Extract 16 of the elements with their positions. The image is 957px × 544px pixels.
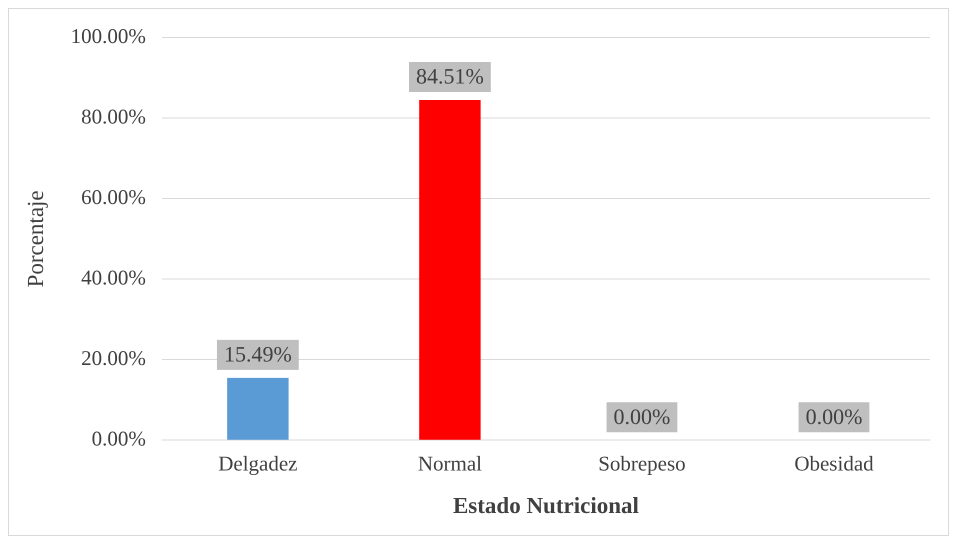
y-tick-label: 0.00%: [92, 426, 146, 451]
y-axis-title: Porcentaje: [22, 190, 48, 288]
data-label: 84.51%: [416, 64, 484, 89]
data-label: 0.00%: [614, 404, 670, 429]
x-tick-label: Sobrepeso: [598, 451, 686, 476]
data-label: 0.00%: [806, 404, 862, 429]
data-label: 15.49%: [224, 342, 292, 367]
y-tick-label: 100.00%: [70, 24, 146, 48]
y-tick-label: 60.00%: [81, 185, 146, 210]
x-tick-label: Normal: [418, 451, 482, 476]
x-axis-title: Estado Nutricional: [452, 493, 639, 518]
x-tick-label: Delgadez: [218, 451, 298, 476]
y-tick-label: 40.00%: [81, 266, 146, 290]
y-tick-label: 80.00%: [81, 104, 146, 129]
y-tick-label: 20.00%: [81, 346, 146, 370]
x-tick-label: Obesidad: [794, 451, 874, 476]
